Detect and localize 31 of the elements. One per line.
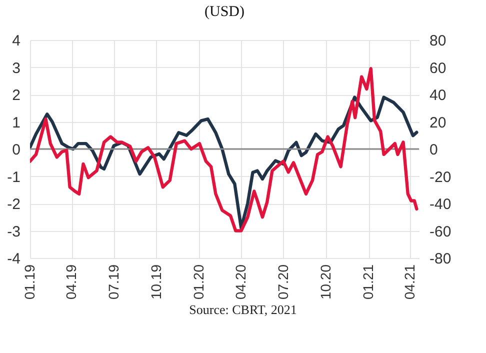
- y-tick-label: -3: [7, 223, 20, 240]
- x-tick-label: 10.20: [317, 264, 334, 300]
- y2-tick-label: 40: [430, 87, 446, 104]
- y2-tick-label: -80: [430, 250, 452, 268]
- x-tick-label: 04.21: [402, 264, 418, 300]
- x-tick-label: 07.20: [274, 264, 291, 300]
- line-series: [30, 67, 418, 232]
- y-tick-label: 0: [12, 142, 20, 158]
- y-tick-label: 4: [12, 32, 20, 50]
- y2-tick-label: 60: [430, 60, 446, 77]
- y-tick-label: -1: [7, 168, 20, 186]
- y-tick-label: 1: [12, 114, 20, 132]
- x-tick-label: 04.20: [232, 264, 249, 300]
- source-note: Source: CBRT, 2021: [188, 302, 298, 318]
- y-tick-label: -2: [7, 196, 20, 213]
- y2-tick-label: -40: [430, 196, 452, 213]
- x-tick-label: 01.20: [190, 264, 207, 300]
- x-tick-label: 07.19: [105, 264, 122, 300]
- y-tick-label: 2: [12, 87, 20, 104]
- y-tick-label: -4: [7, 250, 20, 268]
- x-tick-label: 01.21: [360, 264, 376, 300]
- chart-title: (USD): [204, 4, 244, 20]
- x-tick-label: 04.19: [63, 264, 80, 300]
- x-tick-label: 10.19: [148, 264, 164, 300]
- y2-tick-label: -60: [430, 223, 452, 240]
- y-tick-label: 3: [12, 60, 20, 77]
- y2-tick-label: -20: [430, 168, 452, 186]
- y2-tick-label: 80: [430, 32, 446, 50]
- y2-tick-label: 0: [430, 142, 438, 158]
- y2-tick-label: 20: [430, 114, 446, 132]
- x-tick-label: 01.19: [22, 264, 38, 300]
